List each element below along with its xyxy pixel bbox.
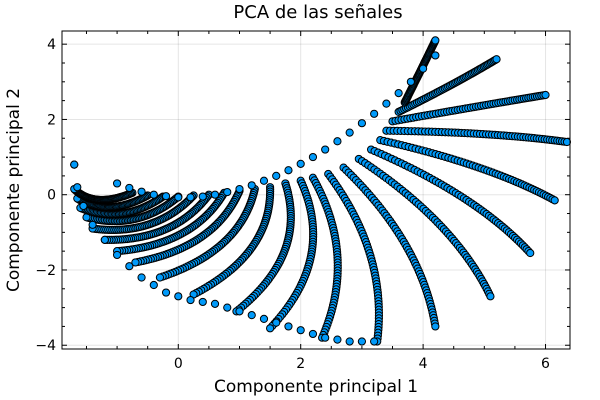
scatter-point [112,250,122,260]
scatter-point [345,337,354,346]
scatter-point [431,36,440,45]
scatter-point [137,273,146,282]
scatter-point [308,329,318,339]
scatter-point [333,137,342,146]
scatter-point [125,183,134,193]
data-points [70,36,572,346]
scatter-point [370,337,379,346]
axis-ticks: 0 2 4 6 −4 −2 0 2 4 [35,31,570,372]
scatter-point [296,326,305,335]
scatter-point [308,152,318,162]
scatter-point [223,303,232,312]
y-axis-label: Componente principal 2 [4,88,24,292]
scatter-point [259,314,269,323]
y-tick-label: 2 [47,112,56,128]
scatter-point [100,235,109,244]
scatter-point [284,322,293,331]
scatter-point [247,181,256,190]
scatter-point [272,318,281,327]
scatter-point [357,337,367,346]
scatter-point [131,258,140,267]
scatter-point [174,193,183,202]
x-axis-label: Componente principal 1 [214,377,418,397]
scatter-point [284,166,293,175]
scatter-point [259,176,269,185]
scatter-point [174,292,183,301]
scatter-point [321,333,330,342]
scatter-point [296,159,305,168]
scatter-point [247,311,256,320]
scatter-point [265,324,275,333]
scatter-point [541,90,550,100]
scatter-point [149,280,158,290]
scatter-point [137,187,146,196]
scatter-point [210,299,220,308]
scatter-point [79,201,88,211]
scatter-point [198,297,207,307]
y-tick-label: −4 [35,338,56,354]
scatter-point [370,109,379,118]
scatter-point [235,307,244,316]
scatter-point [394,88,403,98]
scatter-point [333,335,342,344]
scatter-point [73,183,82,192]
scatter-point [431,322,440,331]
scatter-point [321,145,330,154]
scatter-point [492,55,501,64]
scatter-point [406,77,415,86]
plot-frame [61,30,571,350]
x-tick-label: 4 [419,356,428,372]
scatter-point [198,192,207,201]
scatter-point [186,295,195,305]
scatter-point [155,273,165,282]
y-tick-label: 0 [47,188,56,204]
scatter-point [345,128,354,137]
scatter-point [431,51,440,60]
chart-title: PCA de las señales [233,2,402,23]
scatter-point [70,160,79,169]
x-tick-label: 0 [174,356,183,372]
scatter-point [272,171,281,180]
scatter-point [186,193,195,202]
scatter-point [526,248,535,258]
scatter-point [562,137,572,147]
scatter-point [223,187,232,197]
scatter-point [149,190,158,199]
x-tick-label: 6 [541,356,550,372]
scatter-point [210,190,220,199]
scatter-point [357,119,367,128]
scatter-point [419,64,428,73]
scatter-point [112,179,122,188]
scatter-point [382,99,391,108]
scatter-point [486,292,495,301]
y-tick-label: −2 [35,263,56,279]
y-tick-label: 4 [47,37,56,53]
scatter-point [161,192,171,201]
x-tick-label: 2 [296,356,305,372]
scatter-point [550,196,559,205]
scatter-point [125,262,134,271]
scatter-point [161,288,171,297]
scatter-point [88,220,97,229]
scatter-point [235,184,244,194]
